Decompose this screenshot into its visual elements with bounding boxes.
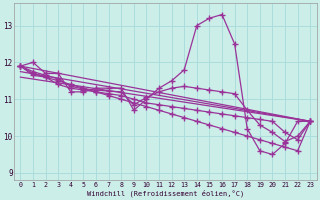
X-axis label: Windchill (Refroidissement éolien,°C): Windchill (Refroidissement éolien,°C) <box>87 189 244 197</box>
